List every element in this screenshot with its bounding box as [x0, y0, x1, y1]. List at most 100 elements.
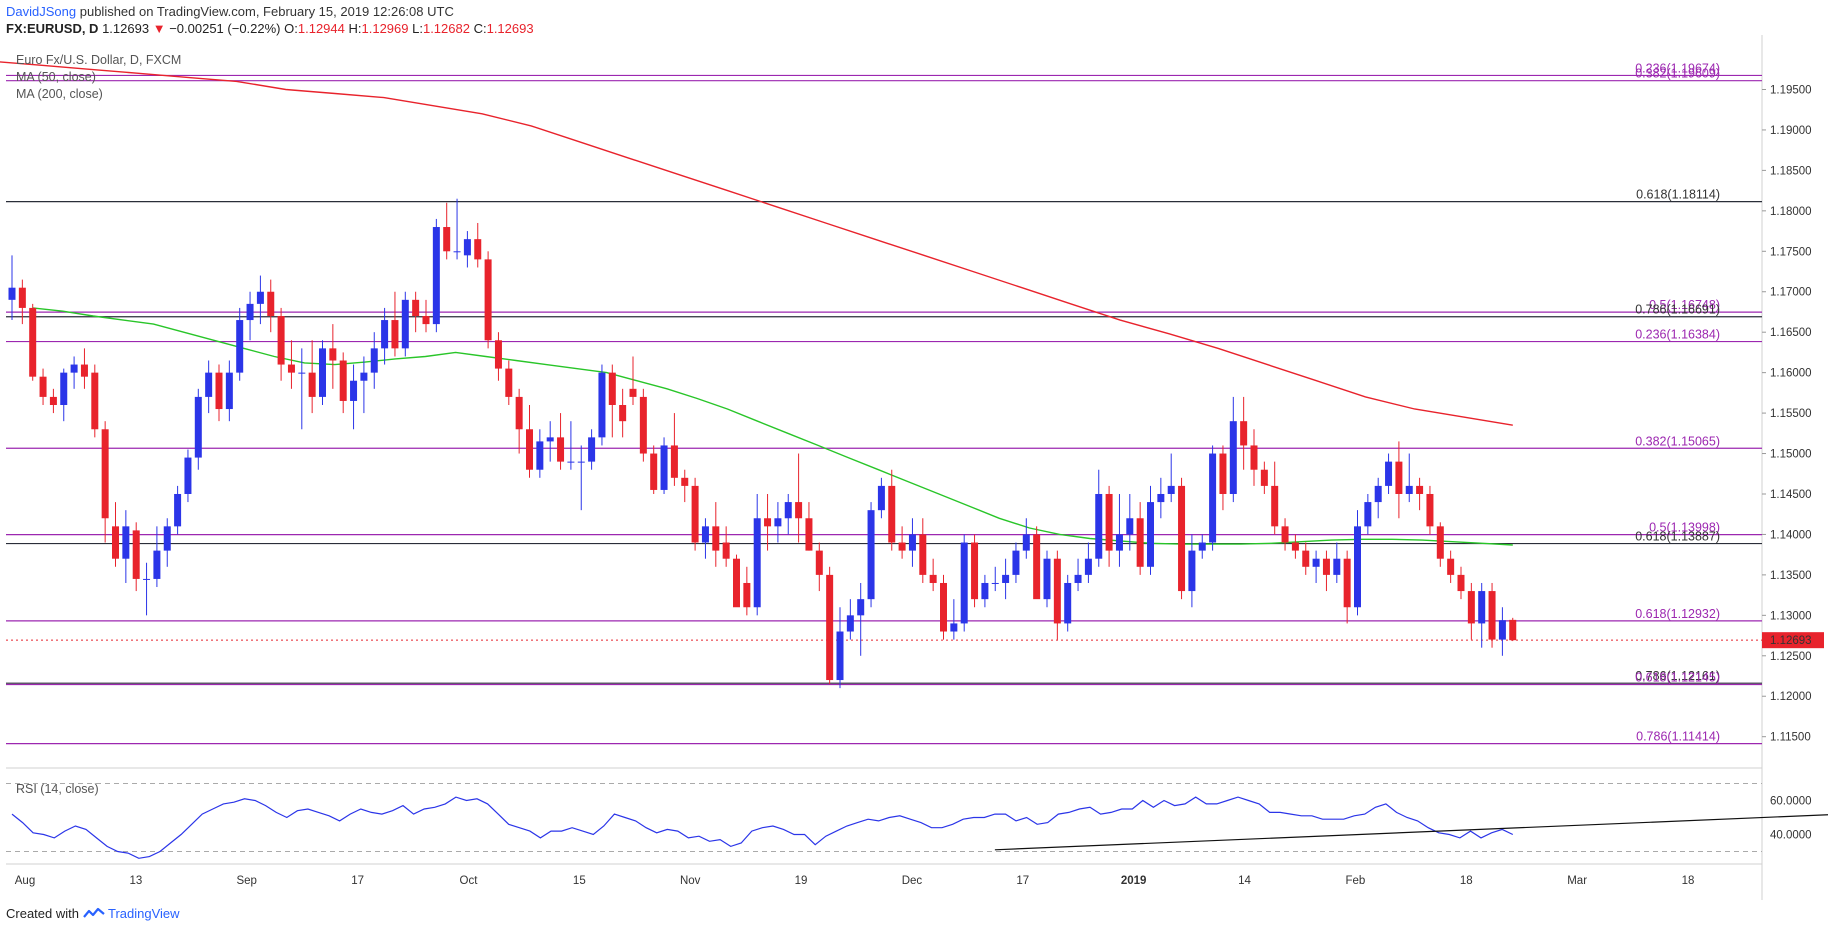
- rsi-legend[interactable]: RSI (14, close): [16, 782, 99, 796]
- candle-body: [753, 518, 761, 608]
- moving-averages: [0, 61, 1513, 546]
- candle-body: [287, 364, 295, 373]
- candle: [960, 534, 968, 632]
- candle-body: [29, 307, 37, 377]
- candle: [112, 502, 119, 567]
- candle: [1498, 607, 1506, 656]
- candle-body: [101, 429, 109, 519]
- fib-label: 0.382(1.19609): [1635, 67, 1720, 81]
- y-tick-label: 1.16500: [1770, 327, 1812, 339]
- close-value: 1.12693: [486, 21, 534, 36]
- candle: [826, 566, 834, 685]
- candle: [1147, 485, 1154, 575]
- candle: [225, 360, 233, 422]
- candle-body: [898, 542, 906, 551]
- candle-body: [908, 534, 916, 551]
- x-tick-label: 17: [1016, 875, 1029, 887]
- candle-body: [567, 461, 575, 463]
- candle: [795, 453, 803, 543]
- candle-body: [588, 437, 596, 462]
- y-tick-label: 1.18000: [1770, 206, 1812, 218]
- candle-body: [877, 485, 885, 511]
- candle: [1385, 453, 1393, 494]
- candle-body: [267, 291, 275, 317]
- rsi-tick-label: 40.0000: [1770, 830, 1812, 842]
- candle: [1260, 461, 1268, 494]
- candle-body: [350, 380, 358, 401]
- fib-label: 0.5(1.16748): [1649, 298, 1720, 312]
- ma50-legend[interactable]: MA (50, close): [16, 70, 96, 84]
- y-tick-label: 1.13000: [1770, 610, 1812, 622]
- candle-body: [1105, 493, 1113, 551]
- candle-body: [960, 542, 968, 624]
- candle-body: [80, 364, 88, 377]
- candle: [1467, 582, 1475, 640]
- candle: [91, 364, 99, 438]
- candle: [18, 279, 26, 325]
- candle-body: [1229, 421, 1237, 494]
- candle: [1447, 550, 1455, 583]
- x-tick-label: Feb: [1345, 875, 1365, 887]
- fib-label: 0.5(1.13998): [1649, 521, 1720, 535]
- candle: [1219, 445, 1227, 511]
- created-with-label: Created with: [6, 906, 79, 921]
- candle-body: [505, 368, 513, 397]
- candle: [153, 526, 161, 588]
- candle: [1374, 477, 1382, 519]
- candle-body: [1136, 518, 1144, 567]
- candle: [753, 493, 761, 616]
- candle: [381, 307, 389, 365]
- ma200-legend[interactable]: MA (200, close): [16, 87, 103, 101]
- candle-body: [1436, 526, 1444, 559]
- candle-body: [339, 360, 347, 401]
- fib-label: 0.382(1.15065): [1635, 434, 1720, 448]
- candle-body: [215, 372, 223, 410]
- candle-body: [463, 239, 471, 256]
- candle-body: [1354, 526, 1361, 608]
- candle: [619, 388, 627, 438]
- candle: [567, 421, 575, 470]
- candle: [1074, 558, 1082, 592]
- candle: [1271, 461, 1279, 535]
- x-tick-label: Mar: [1567, 875, 1587, 887]
- candle-body: [950, 623, 958, 632]
- candle-body: [1084, 558, 1092, 575]
- ticker-line: FX:EURUSD, D 1.12693 ▼ −0.00251 (−0.22%)…: [6, 21, 534, 36]
- candle-body: [1053, 558, 1061, 624]
- fib-label: 0.786(1.12161): [1635, 669, 1720, 683]
- candle-body: [681, 477, 689, 486]
- candle-body: [1022, 534, 1030, 551]
- low-label: L:: [412, 21, 423, 36]
- candle: [1302, 542, 1310, 575]
- candle-body: [474, 239, 482, 260]
- author-link[interactable]: DavidJSong: [6, 4, 77, 19]
- y-tick-label: 1.16000: [1770, 368, 1812, 380]
- candle-body: [298, 372, 306, 374]
- candle: [256, 275, 264, 325]
- candle-body: [174, 493, 182, 527]
- candle-body: [60, 372, 68, 405]
- tradingview-brand-link[interactable]: TradingView: [108, 906, 180, 921]
- candle: [691, 477, 699, 551]
- x-tick-label: 2019: [1121, 875, 1147, 887]
- candle-body: [1219, 453, 1227, 494]
- candle: [608, 364, 616, 438]
- candle: [743, 566, 751, 616]
- high-label: H:: [348, 21, 362, 36]
- candle-body: [453, 251, 461, 253]
- candle-body: [1385, 461, 1393, 486]
- candle-body: [1405, 485, 1413, 494]
- candle: [329, 324, 337, 389]
- candle: [308, 340, 316, 414]
- candle-body: [1426, 493, 1434, 527]
- candle: [49, 388, 57, 414]
- candle-body: [608, 372, 616, 405]
- candle: [432, 218, 440, 333]
- fib-label: 0.236(1.16384): [1635, 328, 1720, 342]
- candle-body: [940, 582, 947, 632]
- candle-body: [143, 578, 151, 580]
- candle: [70, 356, 78, 389]
- candle: [1188, 534, 1196, 608]
- candle-body: [225, 372, 233, 410]
- y-tick-label: 1.12500: [1770, 651, 1812, 663]
